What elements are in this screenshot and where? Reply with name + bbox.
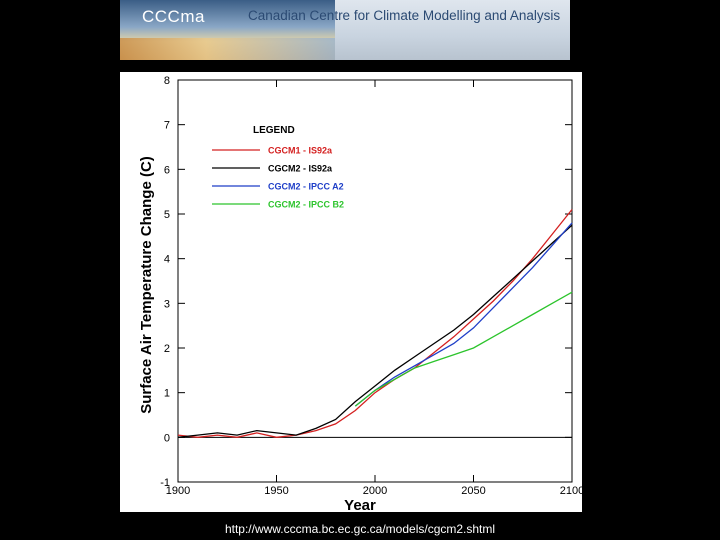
y-tick-label: 3: [164, 298, 170, 310]
header-banner: CCCma Canadian Centre for Climate Modell…: [120, 0, 570, 60]
x-tick-label: 2050: [461, 485, 485, 497]
legend-entry: CGCM2 - IPCC A2: [268, 182, 344, 192]
y-tick-label: 5: [164, 209, 170, 221]
y-tick-label: 2: [164, 343, 170, 355]
x-tick-label: 1900: [166, 485, 190, 497]
legend-entry: CGCM2 - IS92a: [268, 164, 333, 174]
series-line-2: [177, 224, 573, 438]
series-line-4: [354, 291, 573, 407]
y-tick-label: 6: [164, 164, 170, 176]
x-axis-label: Year: [344, 497, 376, 512]
legend-entry: CGCM2 - IPCC B2: [268, 200, 344, 210]
y-tick-label: 4: [164, 254, 170, 266]
x-tick-label: 1950: [264, 485, 288, 497]
series-line-1: [177, 209, 573, 438]
banner-image-foreground: [120, 38, 335, 60]
legend-title: LEGEND: [253, 125, 295, 136]
y-tick-label: 1: [164, 388, 170, 400]
source-url[interactable]: http://www.cccma.bc.ec.gc.ca/models/cgcm…: [224, 522, 496, 536]
banner-logo: CCCma: [142, 7, 205, 26]
series-line-3: [354, 222, 573, 407]
banner-title: Canadian Centre for Climate Modelling an…: [248, 8, 561, 23]
legend-entry: CGCM1 - IS92a: [268, 146, 333, 156]
y-tick-label: 7: [164, 120, 170, 132]
x-tick-label: 2000: [363, 485, 387, 497]
y-tick-label: -1: [160, 477, 170, 489]
y-tick-label: 0: [164, 432, 170, 444]
x-tick-label: 2100: [560, 485, 582, 497]
y-axis-label: Surface Air Temperature Change (C): [138, 156, 155, 414]
temperature-chart: -1 0 1 2 3 4 5 6 7 8 1900 1950 2000 2050 2100 Surface …: [138, 75, 584, 514]
y-tick-label: 8: [164, 75, 170, 87]
chart-panel: -1 0 1 2 3 4 5 6 7 8 1900 1950 2000 2050 2100 Surface …: [120, 72, 584, 514]
